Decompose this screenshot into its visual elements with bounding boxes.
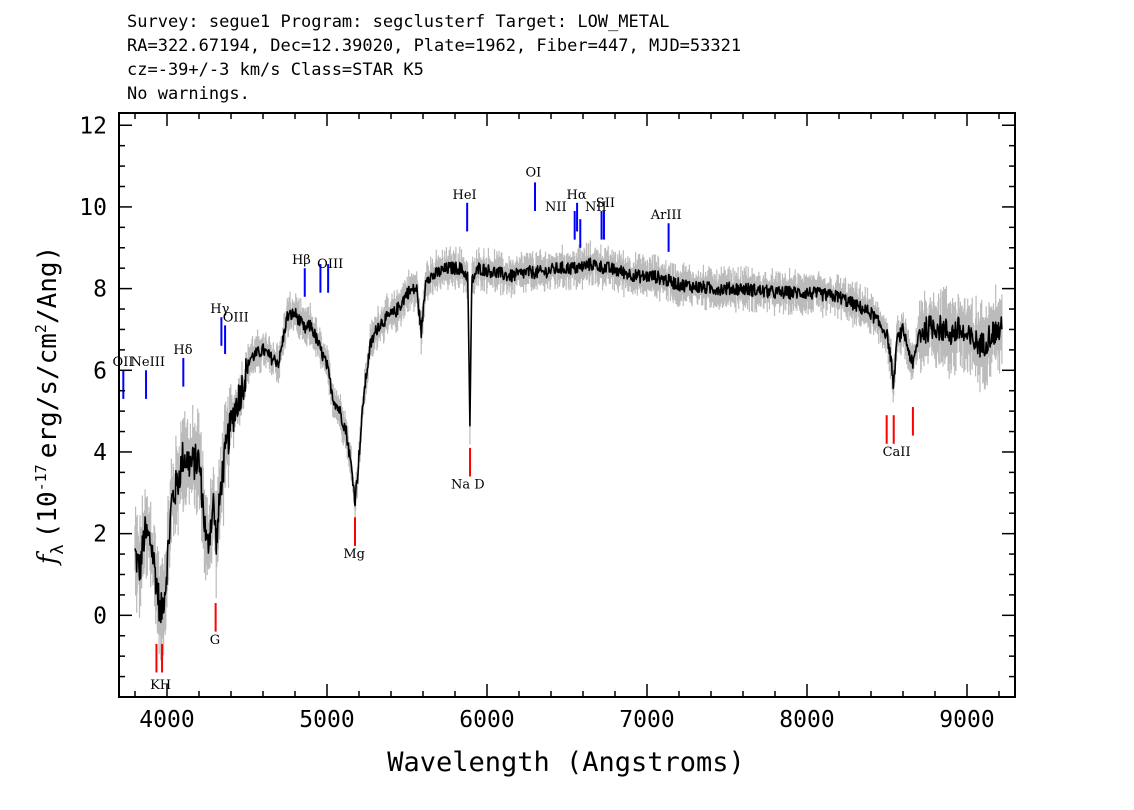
plot-frame: [118, 112, 1016, 698]
header-warnings-line: No warnings.: [127, 84, 250, 104]
axis-ticks: 4000 5000 6000 7000 8000 9000 0 2 4 6 8 10 12: [79, 113, 1015, 733]
line-label: KH: [150, 678, 171, 693]
spectrum-header: Survey: segue1 Program: segclusterf Targ…: [127, 10, 741, 106]
x-tick-label: 8000: [779, 707, 834, 733]
y-tick-label: 4: [93, 440, 107, 466]
header-redshift-class-line: cz=-39+/-3 km/s Class=STAR K5: [127, 60, 424, 80]
y-tick-label: 2: [93, 522, 107, 548]
line-label: CaII: [883, 445, 911, 460]
line-label: OI: [526, 165, 542, 180]
plot-border: [118, 112, 1016, 698]
line-label: NII: [585, 200, 607, 215]
x-axis-label: Wavelength (Angstroms): [387, 747, 745, 778]
y-tick-label: 0: [93, 603, 107, 629]
y-tick-label: 10: [79, 195, 107, 221]
y-tick-label: 6: [93, 358, 107, 384]
line-label: G: [210, 633, 220, 648]
y-tick-label: 8: [93, 277, 107, 303]
line-label: NII: [545, 200, 567, 215]
line-label: HeI: [453, 188, 477, 203]
error-band: [134, 240, 1003, 661]
header-coordinates-line: RA=322.67194, Dec=12.39020, Plate=1962, …: [127, 36, 742, 56]
flux-line: [134, 257, 1003, 624]
line-label: NeIII: [131, 355, 165, 370]
x-tick-label: 6000: [459, 707, 514, 733]
line-label: Na D: [451, 478, 485, 493]
line-label: Hγ: [210, 302, 229, 317]
y-tick-label: 12: [79, 113, 107, 139]
error-band-path: [134, 240, 1003, 661]
x-tick-label: 4000: [139, 707, 194, 733]
line-label: OII: [113, 355, 134, 370]
line-label: Hδ: [173, 343, 192, 358]
x-tick-label: 5000: [299, 707, 354, 733]
x-tick-label: 7000: [619, 707, 674, 733]
header-survey-line: Survey: segue1 Program: segclusterf Targ…: [127, 12, 670, 32]
line-label: ArIII: [650, 208, 682, 223]
spectral-line-markers: [122, 182, 914, 673]
y-axis-label: fλ(10-17erg/s/cm2/Ang): [32, 246, 68, 566]
line-label: OIII: [223, 310, 249, 325]
line-label: SII: [596, 196, 615, 211]
line-label: Hβ: [292, 253, 311, 268]
line-label: Hα: [567, 188, 587, 203]
line-label: OIII: [317, 257, 343, 272]
flux-spectrum: [134, 257, 1003, 624]
x-tick-label: 9000: [939, 707, 994, 733]
line-label: Mg: [343, 547, 365, 562]
